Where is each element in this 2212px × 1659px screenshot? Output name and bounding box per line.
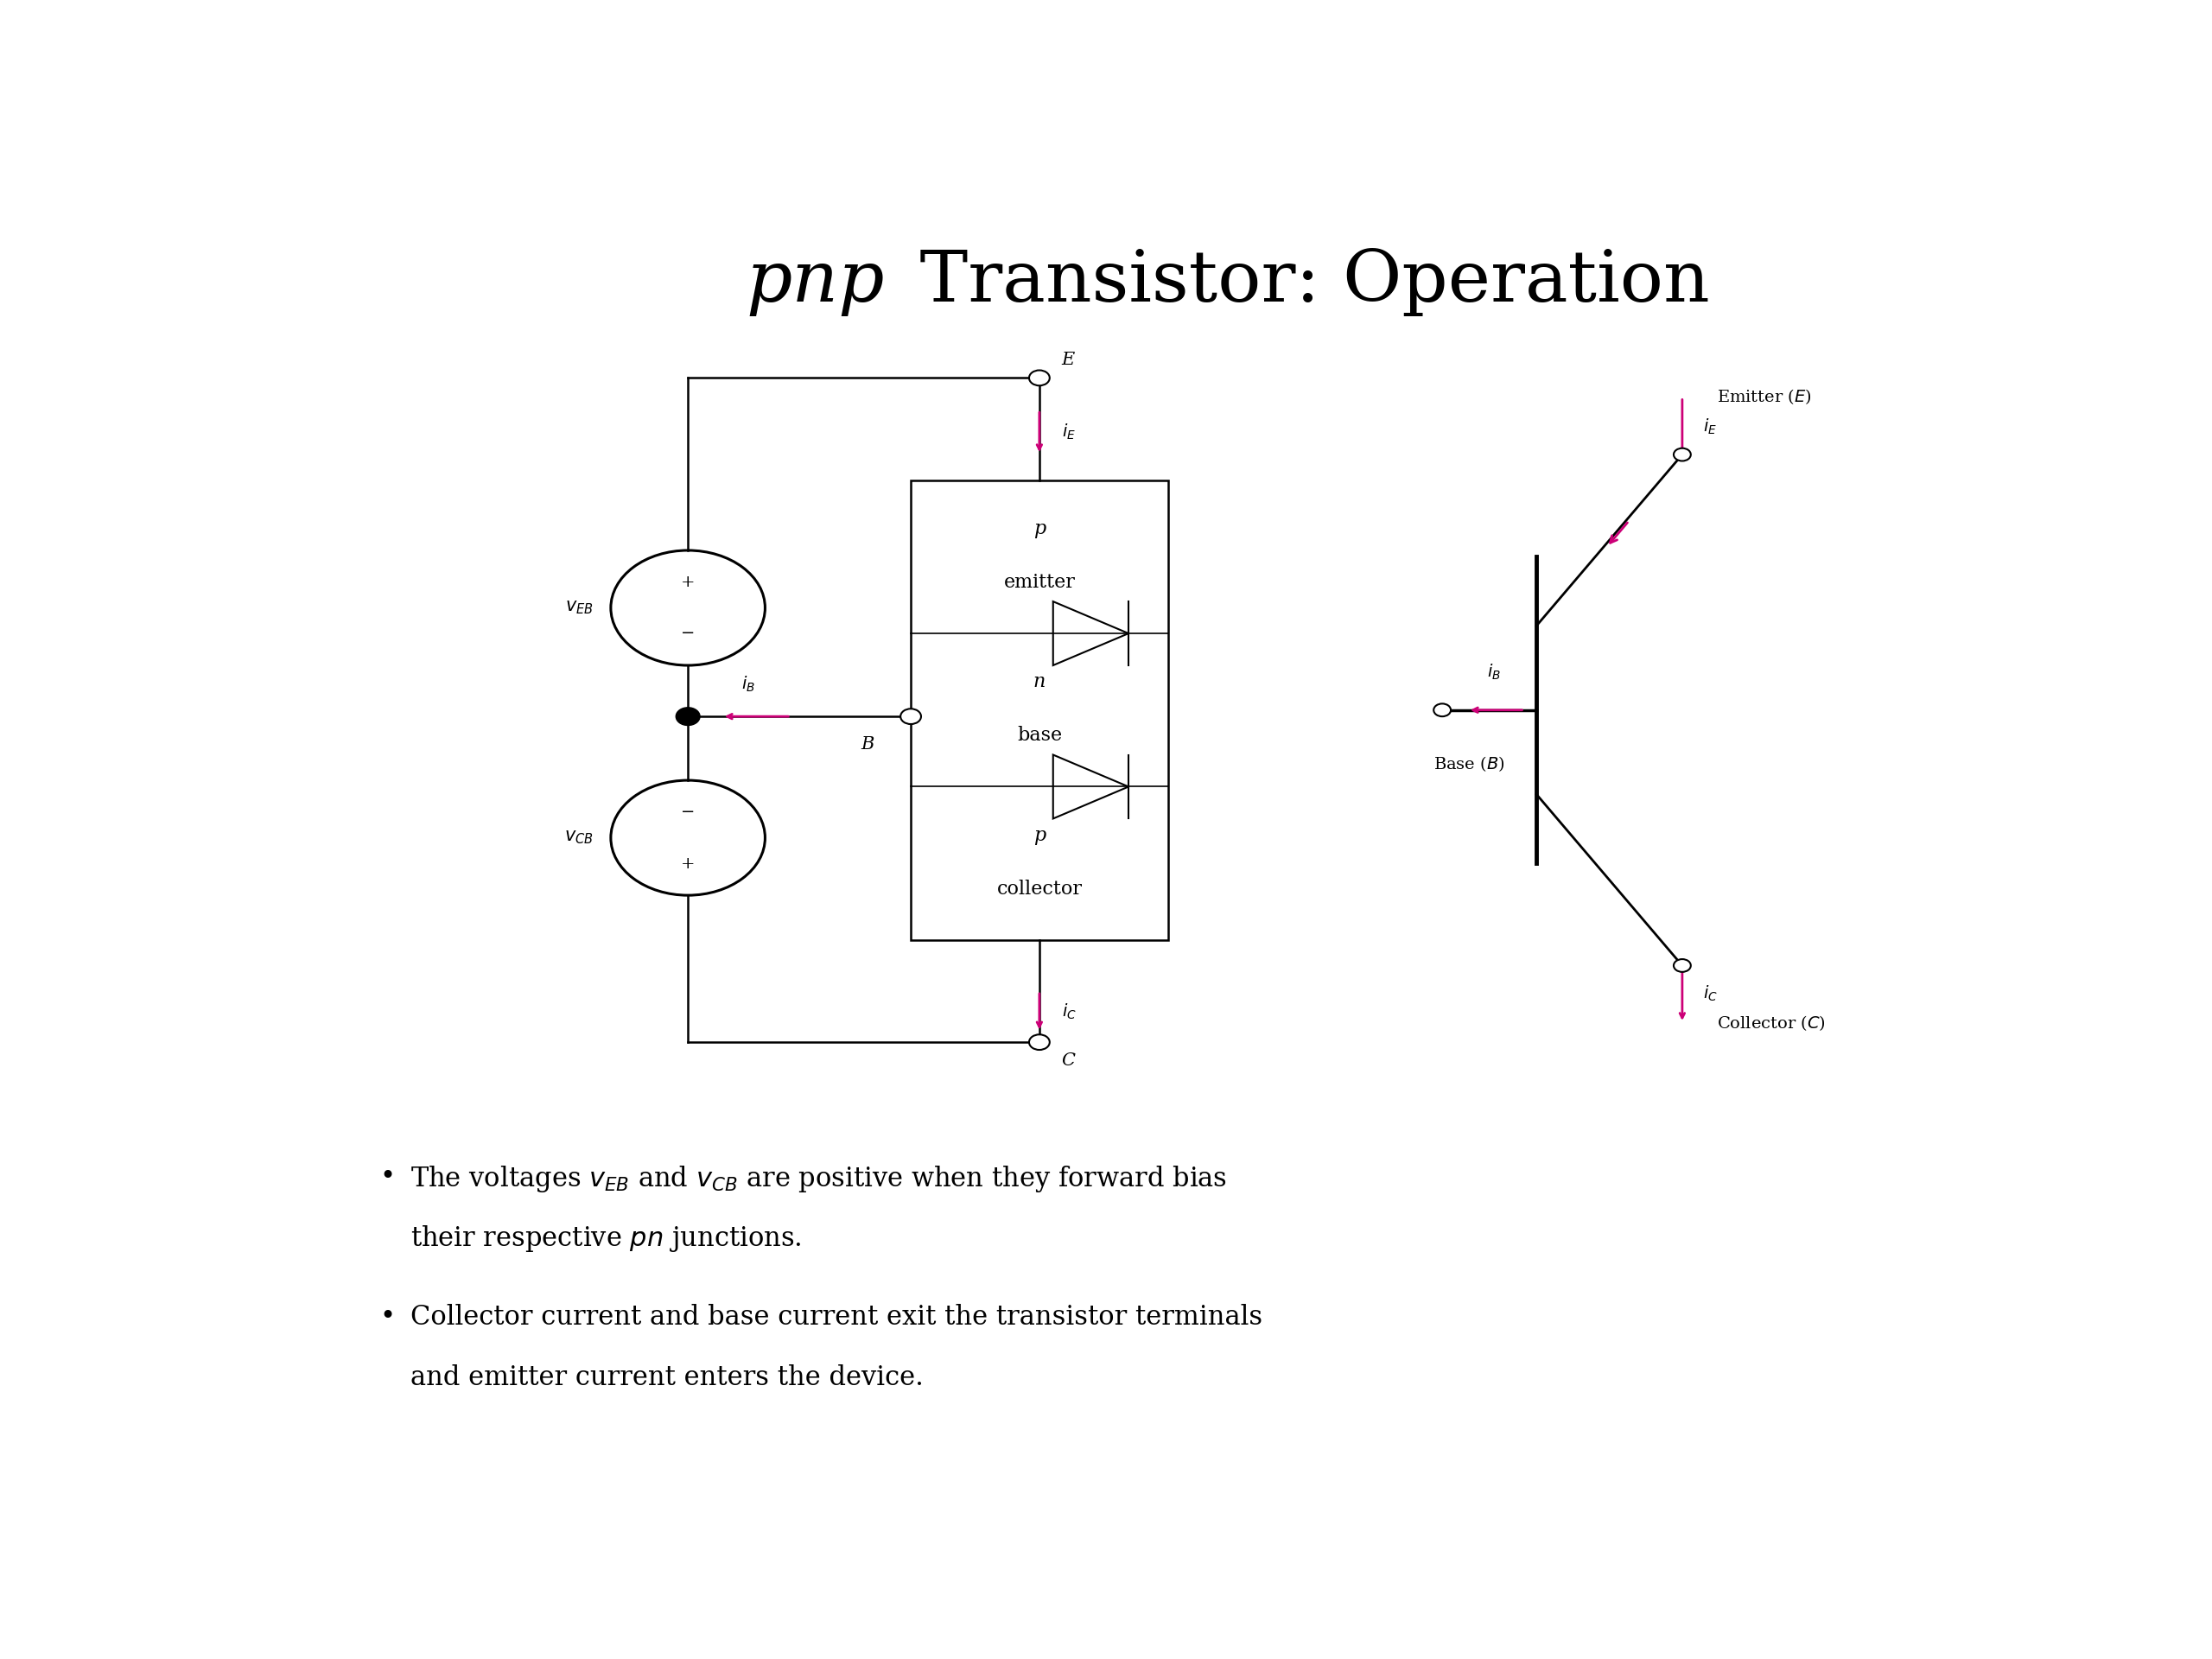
Text: $i_C$: $i_C$ xyxy=(1062,1002,1077,1022)
Text: C: C xyxy=(1062,1052,1075,1068)
Text: Base ($B$): Base ($B$) xyxy=(1433,755,1504,773)
Text: base: base xyxy=(1018,727,1062,745)
Text: E: E xyxy=(1062,352,1075,368)
Text: •: • xyxy=(380,1304,396,1331)
Text: and emitter current enters the device.: and emitter current enters the device. xyxy=(409,1364,922,1390)
Text: $i_E$: $i_E$ xyxy=(1703,416,1717,436)
Text: $i_B$: $i_B$ xyxy=(1486,662,1500,682)
Text: Collector ($C$): Collector ($C$) xyxy=(1717,1014,1825,1032)
Circle shape xyxy=(1674,959,1690,972)
Text: Collector current and base current exit the transistor terminals: Collector current and base current exit … xyxy=(409,1304,1263,1331)
Text: p: p xyxy=(1033,519,1046,538)
Text: $v_{CB}$: $v_{CB}$ xyxy=(564,830,593,846)
Text: collector: collector xyxy=(998,879,1082,899)
Text: n: n xyxy=(1033,672,1046,692)
Circle shape xyxy=(1674,448,1690,461)
Text: −: − xyxy=(681,805,695,820)
Text: Transistor: Operation: Transistor: Operation xyxy=(898,247,1710,317)
Text: p: p xyxy=(1033,826,1046,844)
Text: emitter: emitter xyxy=(1004,572,1075,592)
Text: •: • xyxy=(380,1163,396,1190)
Text: Emitter ($E$): Emitter ($E$) xyxy=(1717,388,1812,406)
Text: $i_C$: $i_C$ xyxy=(1703,984,1717,1004)
Text: $i_E$: $i_E$ xyxy=(1062,423,1075,441)
Text: B: B xyxy=(860,737,874,753)
Circle shape xyxy=(1029,370,1051,385)
Text: +: + xyxy=(681,574,695,589)
Text: +: + xyxy=(681,856,695,871)
Circle shape xyxy=(1029,1035,1051,1050)
Text: $v_{EB}$: $v_{EB}$ xyxy=(566,599,593,617)
Text: −: − xyxy=(681,625,695,642)
Circle shape xyxy=(1433,703,1451,717)
Bar xyxy=(911,479,1168,941)
Text: $i_B$: $i_B$ xyxy=(741,674,754,693)
Circle shape xyxy=(677,707,699,725)
Text: The voltages $v_{EB}$ and $v_{CB}$ are positive when they forward bias: The voltages $v_{EB}$ and $v_{CB}$ are p… xyxy=(409,1163,1228,1194)
Circle shape xyxy=(900,708,920,723)
Text: their respective $pn$ junctions.: their respective $pn$ junctions. xyxy=(409,1224,801,1254)
Text: pnp: pnp xyxy=(745,247,885,317)
